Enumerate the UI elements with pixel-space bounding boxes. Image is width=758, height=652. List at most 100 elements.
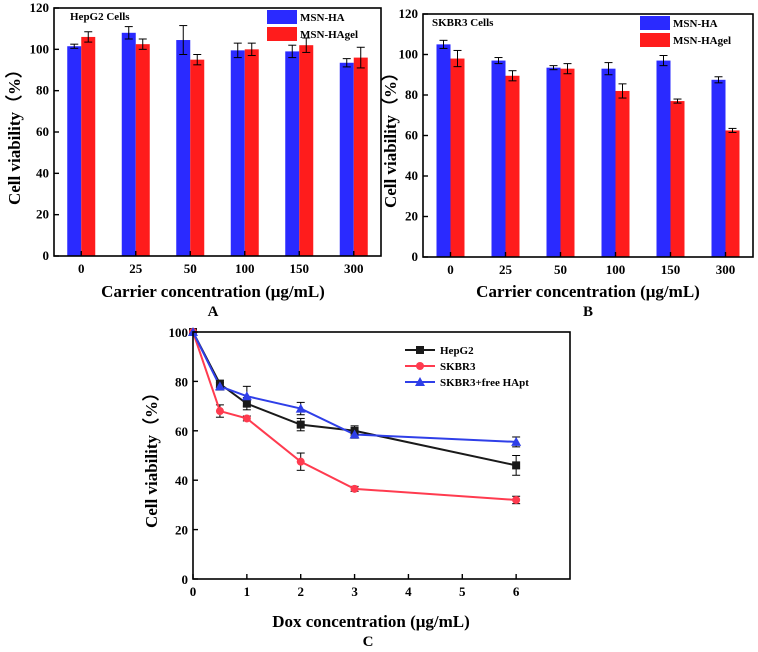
- legend-label-skbr3-free-hapt: SKBR3+free HApt: [440, 377, 529, 389]
- panel-c-point-skbr3: [215, 407, 224, 416]
- panel-b-error-bars: [439, 39, 737, 133]
- panel-c-line-skbr3: [192, 331, 517, 501]
- panel-b-x-tick-label: 150: [661, 262, 681, 277]
- panel-c-point-skbr3-free-hapt: [349, 429, 360, 439]
- panel-b-bar-msn-ha: [491, 60, 506, 258]
- panel-a-bar-msn-ha: [67, 46, 82, 256]
- panel-c-point-skbr3: [242, 414, 251, 423]
- panel-c-point-skbr3-free-hapt: [214, 381, 225, 391]
- panel-c-point-skbr3: [350, 484, 359, 493]
- panel-c-plot-frame: [192, 331, 571, 580]
- panel-a-x-tick-label: 50: [184, 261, 197, 276]
- panel-b-x-tick-label: 25: [499, 262, 513, 277]
- panel-a-bar-msn-hagel: [244, 49, 259, 257]
- panel-b-chart: 0 20 40 60 80 100 120 0 25 50 100 150 300 SKBR3 Cel…: [380, 6, 754, 320]
- panel-a-chart: 0 20 40 60 80 100 120 0 25 50 100 150 300 HepG2 Cel…: [4, 0, 382, 320]
- panel-a-y-tick-label: 80: [36, 83, 49, 98]
- panel-a-bar-msn-ha: [176, 40, 191, 257]
- panel-b-label: B: [583, 304, 593, 320]
- panel-c-x-tick-label: 5: [459, 584, 466, 599]
- panel-c-y-tick-label: 40: [175, 473, 188, 488]
- panel-c-y-tick-label: 100: [169, 325, 189, 340]
- panel-a-y-tick-label: 120: [30, 0, 50, 15]
- panel-a-x-tick-label: 100: [235, 261, 255, 276]
- panel-b-y-tick-label: 120: [399, 6, 419, 21]
- panel-c-y-tick-label: 0: [182, 572, 189, 587]
- panel-c-x-tick-label: 1: [244, 584, 251, 599]
- panel-a-error-bars: [70, 25, 365, 69]
- panel-a-legend: MSN-HA MSN-HAgel: [267, 10, 358, 41]
- panel-b-bar-msn-hagel: [670, 101, 685, 257]
- panel-b-bars: [436, 44, 740, 258]
- panel-b-bar-msn-ha: [436, 44, 451, 257]
- panel-b-legend: MSN-HA MSN-HAgel: [640, 16, 731, 47]
- panel-a-cell-line-label: HepG2 Cells: [70, 11, 130, 23]
- panel-a-y-axis-title: Cell viability（%）: [4, 61, 24, 205]
- panel-c-x-tick-label: 4: [405, 584, 412, 599]
- panel-a-bar-msn-ha: [121, 32, 136, 256]
- legend-label-msn-hagel: MSN-HAgel: [300, 29, 358, 41]
- legend-label-msn-ha-b: MSN-HA: [673, 18, 718, 30]
- legend-label-hepg2: HepG2: [440, 345, 474, 357]
- legend-swatch-msn-hagel-b: [640, 33, 670, 47]
- panel-c-point-skbr3: [512, 495, 521, 504]
- legend-swatch-msn-ha-b: [640, 16, 670, 30]
- panel-c-x-axis-title: Dox concentration (μg/mL): [272, 612, 470, 631]
- panel-b-x-tick-label: 50: [554, 262, 567, 277]
- panel-b-plot-frame: [422, 13, 754, 258]
- panel-a-plot-frame: [53, 7, 382, 257]
- panel-c-x-tick-label: 2: [297, 584, 304, 599]
- panel-c-y-tick-label: 60: [175, 424, 188, 439]
- panel-c-y-axis-title: Cell viability（%）: [141, 384, 161, 528]
- panel-a-y-tick-label: 20: [36, 207, 49, 222]
- panel-c-point-skbr3-free-hapt: [241, 391, 252, 401]
- panel-a-x-ticks: 0 25 50 100 150 300: [78, 251, 364, 276]
- panel-b-y-ticks: 0 20 40 60 80 100 120: [399, 6, 428, 264]
- panel-b-x-tick-label: 0: [447, 262, 454, 277]
- legend-marker-skbr3: [416, 362, 424, 370]
- legend-label-skbr3: SKBR3: [440, 361, 476, 373]
- panel-a-x-tick-label: 300: [344, 261, 364, 276]
- panel-c-y-tick-label: 80: [175, 374, 188, 389]
- panel-b-x-tick-label: 300: [716, 262, 736, 277]
- panel-b-bar-msn-ha: [656, 60, 671, 258]
- panel-c-y-ticks: 0 20 40 60 80 100: [169, 325, 198, 587]
- panel-a-x-tick-label: 0: [78, 261, 85, 276]
- panel-c-point-skbr3-free-hapt: [295, 403, 306, 413]
- panel-a-x-axis-title: Carrier concentration (μg/mL): [101, 282, 325, 301]
- panel-b-x-axis-title: Carrier concentration (μg/mL): [476, 282, 700, 301]
- legend-swatch-msn-ha: [267, 10, 297, 24]
- panel-c-series-lines: [192, 331, 517, 501]
- panel-b-bar-msn-hagel: [615, 90, 630, 257]
- panel-b-bar-msn-ha: [601, 68, 616, 257]
- panel-b-cell-line-label: SKBR3 Cells: [432, 17, 494, 29]
- panel-c-line-skbr3-free-hapt: [192, 331, 517, 443]
- panel-a-bar-msn-hagel: [81, 36, 96, 256]
- panel-b-bar-msn-hagel: [560, 68, 575, 257]
- panel-b-y-tick-label: 20: [405, 209, 418, 224]
- panel-b-y-tick-label: 100: [399, 47, 419, 62]
- panel-c-x-tick-label: 3: [351, 584, 358, 599]
- panel-c-x-tick-label: 6: [513, 584, 520, 599]
- panel-b-y-tick-label: 60: [405, 128, 418, 143]
- panel-c-point-hepg2: [242, 399, 251, 408]
- legend-swatch-msn-hagel: [267, 27, 297, 41]
- panel-a-y-tick-label: 100: [30, 41, 50, 56]
- panel-a-bar-msn-hagel: [299, 45, 314, 257]
- panel-b-bar-msn-hagel: [505, 75, 520, 257]
- panel-b-bar-msn-hagel: [725, 130, 740, 257]
- panel-c-point-skbr3-free-hapt: [511, 436, 522, 446]
- legend-marker-hepg2: [416, 346, 424, 354]
- panel-a-bar-msn-ha: [285, 51, 300, 257]
- panel-b-bar-msn-hagel: [450, 58, 465, 257]
- panel-a-bar-msn-hagel: [135, 44, 150, 256]
- panel-a-x-tick-label: 25: [129, 261, 143, 276]
- legend-label-msn-ha: MSN-HA: [300, 12, 345, 24]
- panel-b-bar-msn-ha: [711, 79, 726, 257]
- panel-b-y-tick-label: 40: [405, 168, 418, 183]
- panel-a-y-tick-label: 40: [36, 165, 49, 180]
- panel-c-x-ticks: 0 1 2 3 4 5 6: [190, 574, 520, 599]
- panel-a-x-tick-label: 150: [290, 261, 310, 276]
- panel-c-point-skbr3: [296, 457, 305, 466]
